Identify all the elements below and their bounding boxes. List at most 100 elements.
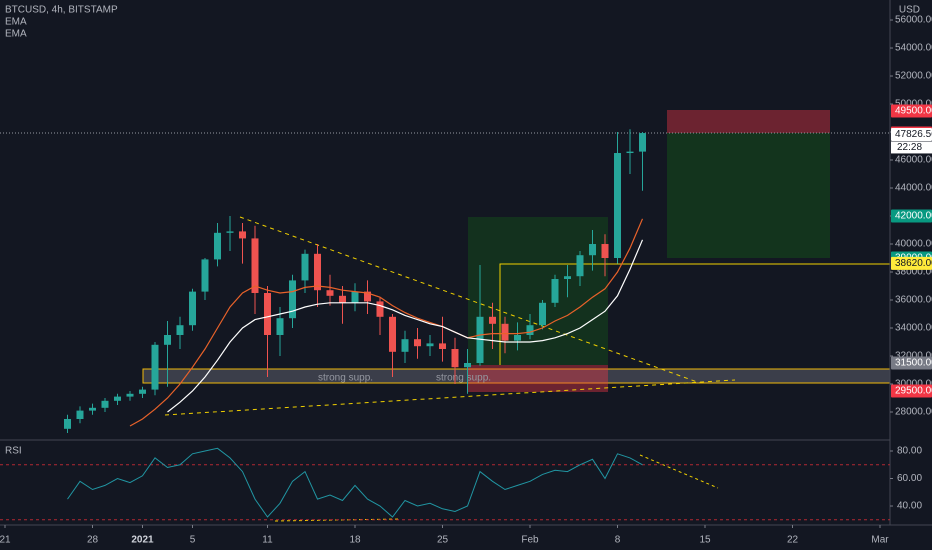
candle-body (426, 343, 434, 347)
y-tick-label: 56000.00 (895, 15, 932, 26)
candle-body (114, 396, 121, 401)
candle-body (239, 231, 246, 239)
y-tick-label: 50000.00 (895, 99, 932, 110)
y-tick-label: 46000.00 (895, 155, 932, 166)
candle-body (339, 295, 346, 303)
y-tick-label: 52000.00 (895, 71, 932, 82)
long-stop-zone (468, 365, 608, 392)
trendline (239, 216, 701, 384)
annotation: strong supp. (318, 373, 373, 384)
candle-body (276, 318, 284, 336)
candle-body (414, 339, 421, 347)
legend-entry: EMA (5, 17, 27, 28)
level-line (499, 263, 890, 365)
price-label: 29500.00 (895, 386, 932, 397)
candle-body (539, 302, 546, 326)
candle-body (89, 407, 96, 411)
y-tick-label: 34000.00 (895, 323, 932, 334)
candle-body (401, 339, 409, 352)
rsi-tick-label: 60.00 (897, 473, 922, 484)
x-tick-label: 21 (0, 535, 11, 546)
candle-body (139, 389, 146, 394)
rsi-line (67, 447, 643, 518)
y-tick-label: 32000.00 (895, 351, 932, 362)
x-tick-label: 2021 (131, 535, 154, 546)
price-label: 31500.00 (895, 358, 932, 369)
candle-body (601, 244, 609, 259)
candle-body (314, 253, 321, 291)
x-tick-label: 28 (87, 535, 99, 546)
candle-body (151, 344, 159, 390)
y-tick-label: 36000.00 (895, 295, 932, 306)
countdown: 22:28 (897, 142, 922, 153)
candle-body (614, 153, 621, 259)
candle-body (564, 276, 571, 280)
candle-body (214, 232, 221, 260)
x-tick-label: 8 (615, 535, 621, 546)
axis-unit: USD (899, 5, 920, 16)
x-tick-label: 22 (787, 535, 799, 546)
candle-body (189, 291, 196, 326)
candle-body (289, 280, 296, 319)
candles (64, 129, 646, 434)
rsi-trendline (639, 454, 719, 489)
candle-body (501, 323, 509, 341)
ema-line (129, 218, 644, 427)
rsi-title: RSI (5, 446, 22, 457)
candle-body (376, 301, 384, 317)
candle-body (201, 259, 209, 292)
candle-body (489, 316, 496, 324)
x-tick-label: 18 (349, 535, 361, 546)
price-label: 47826.56 (895, 129, 932, 140)
candle-body (626, 151, 634, 154)
candle-body (64, 419, 71, 429)
candle-body (164, 335, 171, 345)
candle-body (464, 363, 471, 368)
y-tick-label: 30000.00 (895, 379, 932, 390)
price-label-box (891, 127, 932, 141)
trendline (164, 379, 736, 416)
price-label-box (891, 256, 932, 270)
rsi-tick-label: 40.00 (897, 501, 922, 512)
short-profit-zone (667, 133, 830, 258)
y-tick-label: 40000.00 (895, 239, 932, 250)
y-tick-label: 44000.00 (895, 183, 932, 194)
candle-body (551, 279, 559, 303)
candle-body (126, 393, 134, 397)
x-tick-label: Feb (521, 535, 539, 546)
chart-title: BTCUSD, 4h, BITSTAMP (5, 5, 118, 16)
candle-body (526, 325, 534, 336)
candle-body (476, 316, 484, 364)
candle-body (351, 291, 359, 303)
price-label: 42000.00 (895, 211, 932, 222)
candle-body (514, 335, 521, 341)
price-label-box (891, 104, 932, 118)
y-tick-label: 54000.00 (895, 43, 932, 54)
x-tick-label: 25 (437, 535, 449, 546)
ema-line (167, 239, 644, 413)
candle-body (76, 410, 84, 420)
candle-body (264, 293, 271, 336)
candle-body (226, 231, 234, 233)
x-tick-label: 15 (699, 535, 711, 546)
legend-entry: EMA (5, 29, 27, 40)
candle-body (639, 133, 646, 152)
y-tick-label: 38000.00 (895, 267, 932, 278)
candle-body (326, 290, 334, 296)
candle-body (589, 244, 596, 256)
y-tick-label: 28000.00 (895, 407, 932, 418)
candle-body (451, 349, 459, 368)
price-label-box (891, 209, 932, 223)
drawings (0, 0, 932, 526)
x-tick-label: Mar (871, 535, 889, 546)
x-tick-label: 11 (262, 535, 273, 546)
candle-body (439, 343, 446, 350)
annotation: strong supp. (436, 373, 491, 384)
candle-body (389, 316, 396, 352)
candle-body (101, 400, 109, 408)
price-label: 49500.00 (895, 106, 932, 117)
price-label-box (891, 384, 932, 398)
rsi-tick-label: 80.00 (897, 446, 922, 457)
candle-body (301, 253, 309, 281)
